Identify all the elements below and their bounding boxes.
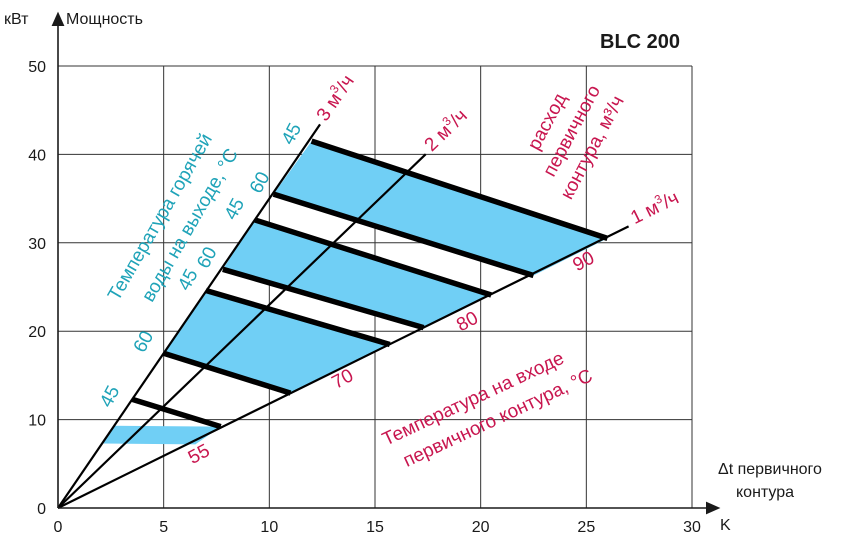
y-tick-label-50: 50: [28, 59, 46, 76]
temp-curve-55-45: [131, 396, 222, 430]
x-axis-label-line2: контура: [736, 484, 794, 501]
x-axis-unit: K: [720, 517, 731, 534]
y-axis-label: Мощность: [66, 11, 143, 28]
flow-label-main: 3 м: [313, 89, 347, 125]
tick-labels: 0 5 10 15 20 25 30 0 10 20 30 40 50: [28, 59, 701, 536]
x-tick-label-0: 0: [54, 519, 63, 536]
temp-curve-80-45: [253, 217, 493, 298]
outlet-temp-label-7: 45: [96, 382, 124, 411]
x-tick-label-5: 5: [159, 519, 168, 536]
shaded-band-2: [222, 219, 492, 328]
y-tick-label-10: 10: [28, 413, 46, 430]
flow-label-text-3: 1 м3/ч: [626, 185, 682, 229]
temp-curve-80-60: [222, 266, 425, 331]
y-tick-label-20: 20: [28, 324, 46, 341]
temp-curve-90-45: [310, 138, 609, 241]
shaded-bands: [102, 141, 608, 445]
outlet-temp-label-3: 60: [246, 168, 274, 197]
outlet-temp-label-6: 60: [130, 328, 158, 357]
y-axis-unit: кВт: [4, 11, 29, 28]
chart-title: BLC 200: [600, 31, 680, 53]
y-tick-label-30: 30: [28, 236, 46, 253]
flow-label-end: /ч: [659, 188, 682, 214]
x-tick-label-25: 25: [577, 519, 595, 536]
temp-curve-70-60: [162, 350, 292, 396]
outlet-temp-label-1: 45: [278, 120, 306, 149]
temperature-curves: [131, 138, 609, 430]
grid-lines: [58, 65, 693, 508]
outlet-temp-label-2: 45: [221, 195, 249, 224]
inlet-temp-label-55: 55: [185, 440, 214, 468]
flow-line-1: [57, 123, 321, 509]
temp-curve-70-45: [205, 287, 391, 348]
shaded-band-4: [102, 425, 221, 445]
x-tick-label-15: 15: [366, 519, 384, 536]
y-tick-label-40: 40: [28, 147, 46, 164]
flow-line-2: [57, 153, 427, 509]
shaded-band-1: [273, 141, 608, 276]
x-tick-label-10: 10: [260, 519, 278, 536]
axes: [51, 11, 721, 515]
outlet-temp-label-4: 45: [174, 266, 202, 295]
x-tick-label-30: 30: [683, 519, 701, 536]
y-tick-label-0: 0: [37, 501, 46, 518]
x-tick-label-20: 20: [472, 519, 490, 536]
inlet-temp-title: Температура на входе первичного контура,…: [379, 348, 596, 472]
flow-label-2: 2 м3/ч: [419, 103, 472, 156]
shaded-band-3: [163, 290, 390, 394]
outlet-temp-label-5: 60: [193, 244, 221, 273]
outlet-temp-title: Температура горячей воды на выходе, °С: [104, 130, 243, 305]
x-axis-label-line1: Δt первичного: [718, 461, 822, 478]
temp-curve-90-60: [272, 191, 535, 279]
flow-label-text-2: 2 м3/ч: [419, 103, 472, 156]
flow-label-1: 3 м3/ч: [310, 70, 359, 125]
flow-label-3: 1 м3/ч: [626, 185, 683, 229]
flow-title: расход первичного контура, м³/ч: [524, 82, 629, 203]
flow-label-text-1: 3 м3/ч: [310, 70, 358, 125]
